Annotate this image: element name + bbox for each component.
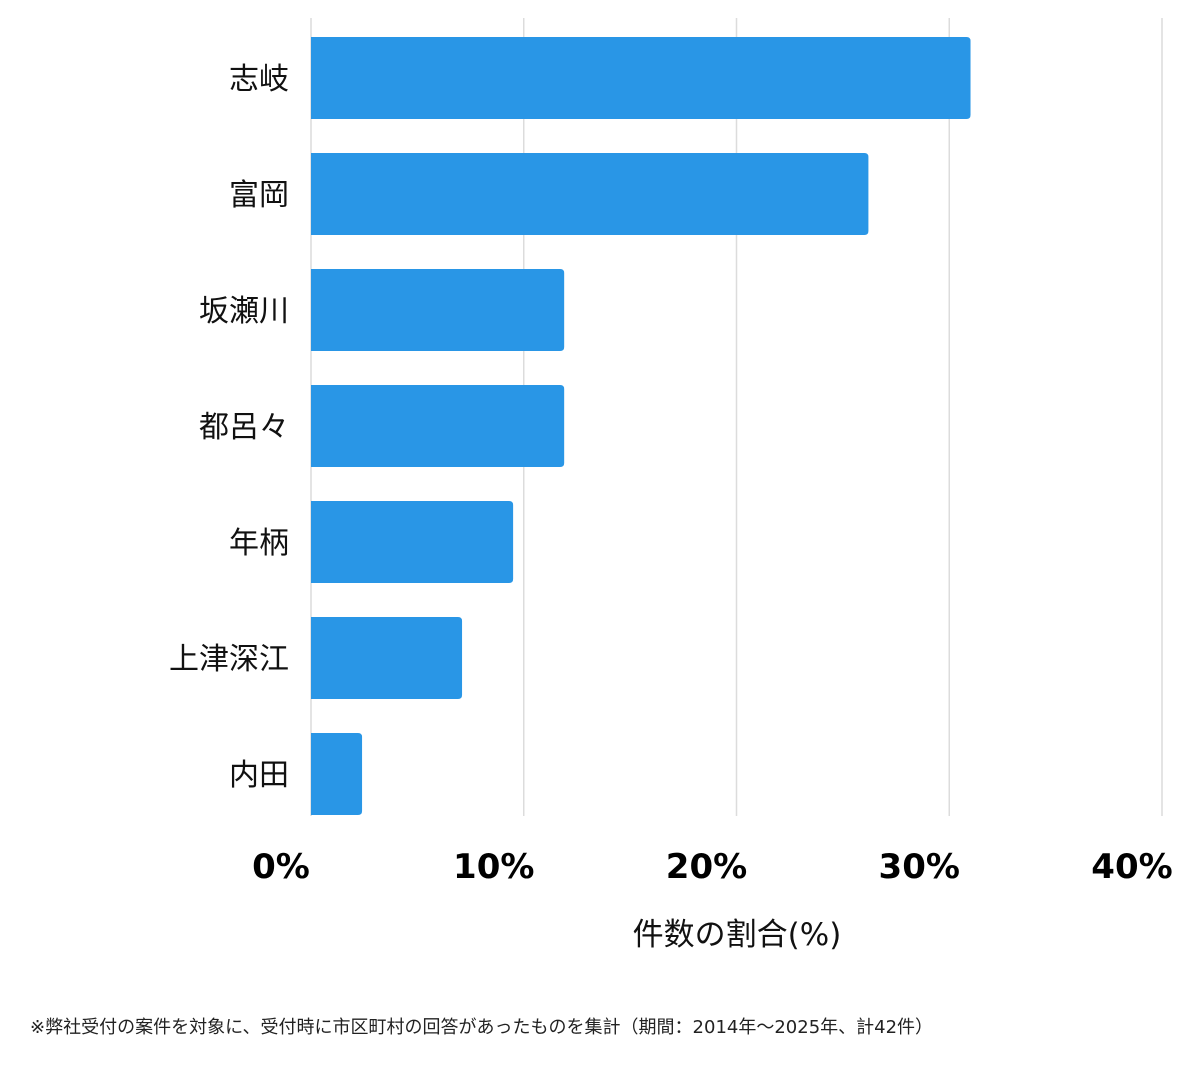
category-label: 志岐 bbox=[229, 62, 289, 97]
footnote: ※弊社受付の案件を対象に、受付時に市区町村の回答があったものを集計（期間：201… bbox=[30, 1017, 934, 1038]
x-axis-label: 件数の割合(%) bbox=[633, 917, 842, 953]
x-tick-labels: 0% 10% 20% 30% 40% bbox=[252, 847, 1173, 887]
category-label: 坂瀬川 bbox=[199, 294, 289, 329]
category-label: 都呂々 bbox=[199, 410, 289, 445]
bar bbox=[311, 269, 565, 351]
bars bbox=[311, 37, 971, 815]
bar bbox=[311, 501, 514, 583]
bar bbox=[311, 617, 463, 699]
bar bbox=[311, 733, 363, 815]
category-label: 富岡 bbox=[229, 178, 289, 213]
bar bbox=[311, 153, 869, 235]
bar bbox=[311, 385, 565, 467]
bar bbox=[311, 37, 971, 119]
category-label: 年柄 bbox=[229, 526, 289, 561]
x-tick-label: 40% bbox=[1091, 847, 1172, 887]
x-tick-label: 20% bbox=[666, 847, 747, 887]
category-label: 内田 bbox=[229, 758, 289, 793]
x-tick-label: 0% bbox=[252, 847, 310, 887]
x-tick-label: 10% bbox=[453, 847, 534, 887]
category-label: 上津深江 bbox=[169, 642, 289, 677]
x-tick-label: 30% bbox=[879, 847, 960, 887]
